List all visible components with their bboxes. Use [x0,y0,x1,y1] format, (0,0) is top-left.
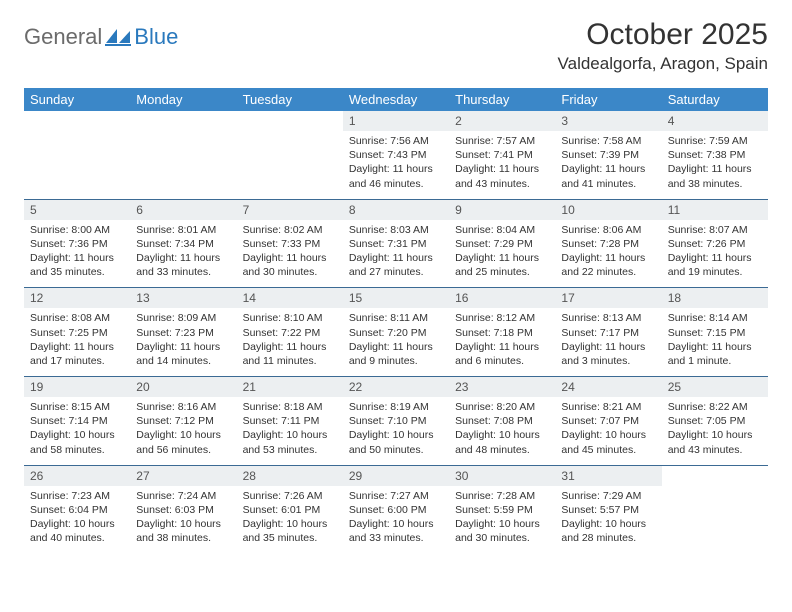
location: Valdealgorfa, Aragon, Spain [558,54,768,74]
day-detail-cell: Sunrise: 7:28 AMSunset: 5:59 PMDaylight:… [449,486,555,554]
day-number-cell: 14 [237,288,343,309]
day-number-cell: 1 [343,111,449,131]
day-number-cell: 26 [24,465,130,486]
day-detail-cell: Sunrise: 8:01 AMSunset: 7:34 PMDaylight:… [130,220,236,288]
day-detail-cell: Sunrise: 8:07 AMSunset: 7:26 PMDaylight:… [662,220,768,288]
day-number-row: 1234 [24,111,768,131]
brand-logo: General Blue [24,18,178,50]
day-detail-row: Sunrise: 8:15 AMSunset: 7:14 PMDaylight:… [24,397,768,465]
day-header-row: Sunday Monday Tuesday Wednesday Thursday… [24,88,768,111]
day-detail-cell: Sunrise: 7:56 AMSunset: 7:43 PMDaylight:… [343,131,449,199]
day-detail-cell: Sunrise: 8:14 AMSunset: 7:15 PMDaylight:… [662,308,768,376]
day-number-cell: 10 [555,199,661,220]
day-number-row: 12131415161718 [24,288,768,309]
day-detail-cell: Sunrise: 7:57 AMSunset: 7:41 PMDaylight:… [449,131,555,199]
day-detail-cell [237,131,343,199]
day-header: Wednesday [343,88,449,111]
brand-text-blue: Blue [134,24,178,50]
day-number-cell: 23 [449,377,555,398]
day-number-cell [24,111,130,131]
day-header: Monday [130,88,236,111]
day-detail-cell: Sunrise: 7:26 AMSunset: 6:01 PMDaylight:… [237,486,343,554]
day-number-cell: 11 [662,199,768,220]
day-detail-cell: Sunrise: 8:12 AMSunset: 7:18 PMDaylight:… [449,308,555,376]
day-number-row: 567891011 [24,199,768,220]
day-number-cell: 31 [555,465,661,486]
day-number-cell: 16 [449,288,555,309]
day-detail-cell: Sunrise: 7:27 AMSunset: 6:00 PMDaylight:… [343,486,449,554]
day-number-cell: 24 [555,377,661,398]
day-header: Saturday [662,88,768,111]
day-detail-cell: Sunrise: 7:23 AMSunset: 6:04 PMDaylight:… [24,486,130,554]
day-detail-cell: Sunrise: 8:15 AMSunset: 7:14 PMDaylight:… [24,397,130,465]
day-detail-cell: Sunrise: 8:13 AMSunset: 7:17 PMDaylight:… [555,308,661,376]
day-number-cell: 4 [662,111,768,131]
day-detail-cell: Sunrise: 8:11 AMSunset: 7:20 PMDaylight:… [343,308,449,376]
day-number-cell: 17 [555,288,661,309]
day-number-row: 19202122232425 [24,377,768,398]
day-detail-cell: Sunrise: 8:20 AMSunset: 7:08 PMDaylight:… [449,397,555,465]
day-detail-cell: Sunrise: 8:00 AMSunset: 7:36 PMDaylight:… [24,220,130,288]
day-detail-row: Sunrise: 7:23 AMSunset: 6:04 PMDaylight:… [24,486,768,554]
brand-text-general: General [24,24,102,50]
header: General Blue October 2025 Valdealgorfa, … [24,18,768,74]
month-title: October 2025 [558,18,768,52]
day-detail-row: Sunrise: 8:00 AMSunset: 7:36 PMDaylight:… [24,220,768,288]
day-number-cell: 29 [343,465,449,486]
title-block: October 2025 Valdealgorfa, Aragon, Spain [558,18,768,74]
day-number-cell: 2 [449,111,555,131]
day-detail-cell [130,131,236,199]
day-detail-cell: Sunrise: 8:04 AMSunset: 7:29 PMDaylight:… [449,220,555,288]
day-header: Friday [555,88,661,111]
day-number-cell: 21 [237,377,343,398]
day-number-cell: 25 [662,377,768,398]
day-number-cell: 7 [237,199,343,220]
day-number-cell [662,465,768,486]
day-number-cell: 12 [24,288,130,309]
day-number-cell: 6 [130,199,236,220]
calendar-table: Sunday Monday Tuesday Wednesday Thursday… [24,88,768,553]
brand-sail-icon [105,28,131,46]
day-detail-cell: Sunrise: 8:16 AMSunset: 7:12 PMDaylight:… [130,397,236,465]
day-number-cell: 22 [343,377,449,398]
day-detail-cell: Sunrise: 8:22 AMSunset: 7:05 PMDaylight:… [662,397,768,465]
day-detail-cell: Sunrise: 8:06 AMSunset: 7:28 PMDaylight:… [555,220,661,288]
day-detail-cell: Sunrise: 8:19 AMSunset: 7:10 PMDaylight:… [343,397,449,465]
day-number-row: 262728293031 [24,465,768,486]
day-detail-cell: Sunrise: 7:58 AMSunset: 7:39 PMDaylight:… [555,131,661,199]
day-detail-cell: Sunrise: 7:29 AMSunset: 5:57 PMDaylight:… [555,486,661,554]
day-number-cell: 27 [130,465,236,486]
day-number-cell: 8 [343,199,449,220]
day-detail-cell: Sunrise: 8:03 AMSunset: 7:31 PMDaylight:… [343,220,449,288]
day-detail-row: Sunrise: 8:08 AMSunset: 7:25 PMDaylight:… [24,308,768,376]
day-number-cell: 5 [24,199,130,220]
day-detail-cell [24,131,130,199]
day-header: Thursday [449,88,555,111]
day-header: Sunday [24,88,130,111]
day-detail-cell: Sunrise: 8:09 AMSunset: 7:23 PMDaylight:… [130,308,236,376]
day-detail-row: Sunrise: 7:56 AMSunset: 7:43 PMDaylight:… [24,131,768,199]
day-detail-cell: Sunrise: 8:02 AMSunset: 7:33 PMDaylight:… [237,220,343,288]
day-number-cell: 28 [237,465,343,486]
day-number-cell: 9 [449,199,555,220]
day-header: Tuesday [237,88,343,111]
day-number-cell: 13 [130,288,236,309]
day-number-cell: 19 [24,377,130,398]
day-detail-cell: Sunrise: 7:59 AMSunset: 7:38 PMDaylight:… [662,131,768,199]
day-detail-cell: Sunrise: 8:18 AMSunset: 7:11 PMDaylight:… [237,397,343,465]
day-number-cell: 18 [662,288,768,309]
day-detail-cell: Sunrise: 7:24 AMSunset: 6:03 PMDaylight:… [130,486,236,554]
day-detail-cell: Sunrise: 8:21 AMSunset: 7:07 PMDaylight:… [555,397,661,465]
day-number-cell: 3 [555,111,661,131]
day-number-cell: 30 [449,465,555,486]
day-detail-cell [662,486,768,554]
day-number-cell: 15 [343,288,449,309]
day-number-cell: 20 [130,377,236,398]
day-detail-cell: Sunrise: 8:08 AMSunset: 7:25 PMDaylight:… [24,308,130,376]
day-number-cell [130,111,236,131]
day-number-cell [237,111,343,131]
day-detail-cell: Sunrise: 8:10 AMSunset: 7:22 PMDaylight:… [237,308,343,376]
